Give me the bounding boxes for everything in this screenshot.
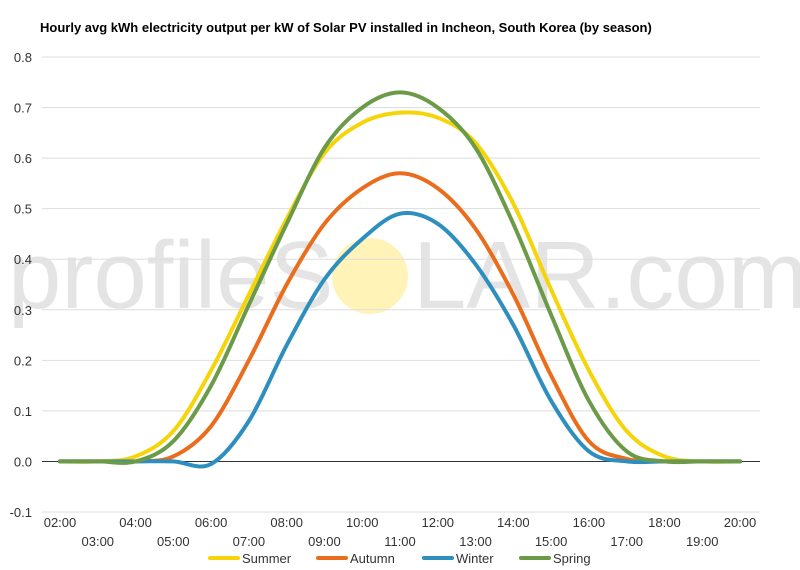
y-tick-label: 0.1	[14, 404, 32, 419]
series-line-summer	[58, 110, 742, 464]
x-tick-label: 10:00	[346, 515, 379, 530]
x-tick-label: 07:00	[233, 534, 266, 549]
y-tick-label: 0.8	[14, 50, 32, 65]
legend: Summer Autumn Winter Spring	[208, 551, 591, 566]
x-tick-label: 03:00	[82, 534, 115, 549]
watermark-text-right: LAR.com	[413, 222, 800, 329]
y-tick-label: 0.7	[14, 101, 32, 116]
x-tick-label: 05:00	[157, 534, 190, 549]
x-tick-label: 15:00	[535, 534, 568, 549]
x-tick-label: 11:00	[384, 534, 416, 549]
y-tick-label: 0.6	[14, 151, 32, 166]
watermark: profileS LAR.com	[8, 222, 800, 329]
x-tick-label: 14:00	[497, 515, 530, 530]
x-tick-label: 17:00	[610, 534, 643, 549]
legend-label-autumn: Autumn	[350, 551, 395, 566]
x-tick-label: 20:00	[724, 515, 757, 530]
x-tick-label: 06:00	[195, 515, 228, 530]
legend-label-spring: Spring	[553, 551, 591, 566]
series-lines	[58, 90, 742, 469]
series-line-winter	[58, 211, 742, 469]
series-line-autumn	[58, 171, 742, 464]
y-axis-tick-labels: 0.8 0.7 0.6 0.5 0.4 0.3 0.2 0.1 0.0 -0.1	[10, 50, 32, 520]
watermark-sun	[332, 238, 408, 314]
chart-title: Hourly avg kWh electricity output per kW…	[40, 20, 652, 35]
watermark-text-left: profileS	[8, 222, 334, 329]
y-tick-label: 0.2	[14, 353, 32, 368]
x-tick-label: 12:00	[422, 515, 455, 530]
y-tick-label: 0.5	[14, 202, 32, 217]
x-tick-label: 02:00	[44, 515, 77, 530]
series-line-spring	[58, 90, 742, 465]
x-tick-label: 08:00	[270, 515, 303, 530]
x-tick-label: 18:00	[648, 515, 681, 530]
x-tick-label: 09:00	[308, 534, 341, 549]
y-tick-label: 0.4	[14, 252, 32, 267]
x-tick-label: 04:00	[119, 515, 152, 530]
legend-label-summer: Summer	[242, 551, 292, 566]
x-tick-label: 19:00	[686, 534, 719, 549]
legend-label-winter: Winter	[456, 551, 494, 566]
y-tick-label: -0.1	[10, 505, 32, 520]
y-tick-label: 0.0	[14, 454, 32, 469]
x-tick-label: 13:00	[459, 534, 492, 549]
y-tick-label: 0.3	[14, 303, 32, 318]
x-tick-label: 16:00	[573, 515, 606, 530]
x-axis-tick-labels: 02:00 03:00 04:00 05:00 06:00 07:00 08:00 09:00…	[44, 515, 757, 549]
